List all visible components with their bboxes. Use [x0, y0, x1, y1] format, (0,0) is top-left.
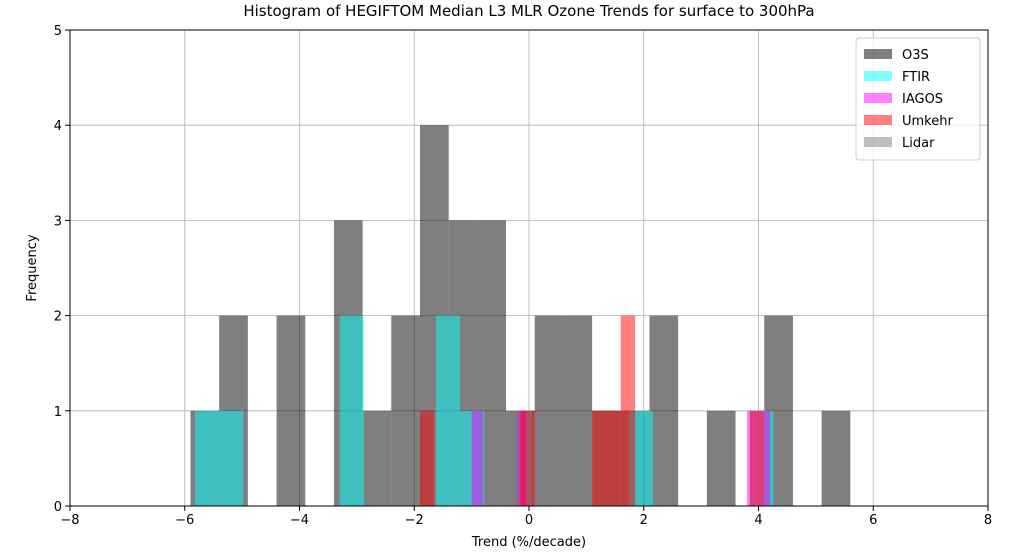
- y-axis-label: Frequency: [25, 234, 40, 301]
- legend-swatch: [864, 115, 892, 125]
- legend-swatch: [864, 71, 892, 81]
- bar: [339, 315, 364, 506]
- bar: [362, 410, 392, 506]
- legend-label: O3S: [902, 48, 929, 63]
- y-tick-label: 0: [54, 500, 62, 515]
- bar: [592, 410, 607, 506]
- bar: [649, 315, 679, 506]
- bar: [526, 410, 532, 506]
- legend-label: Lidar: [902, 136, 935, 151]
- bar: [706, 410, 736, 506]
- x-tick-label: 2: [640, 513, 648, 528]
- y-tick-label: 1: [54, 405, 62, 420]
- legend-box: [855, 37, 981, 161]
- bar: [276, 315, 306, 506]
- x-tick-label: −2: [405, 513, 424, 528]
- chart-title: Histogram of HEGIFTOM Median L3 MLR Ozon…: [243, 2, 814, 20]
- bar: [391, 315, 420, 506]
- bar: [821, 410, 851, 506]
- legend-label: FTIR: [902, 70, 930, 85]
- bar: [219, 410, 244, 506]
- bar: [563, 315, 593, 506]
- legend-swatch: [864, 137, 892, 147]
- bar: [534, 315, 564, 506]
- x-tick-label: 0: [525, 513, 533, 528]
- y-tick-label: 5: [54, 24, 62, 39]
- x-tick-label: 6: [869, 513, 877, 528]
- bar: [749, 410, 765, 506]
- x-tick-label: −4: [290, 513, 309, 528]
- legend-label: IAGOS: [902, 92, 943, 107]
- bar: [620, 315, 636, 506]
- y-tick-label: 4: [54, 119, 62, 134]
- x-tick-label: −8: [60, 513, 79, 528]
- legend-label: Umkehr: [902, 114, 953, 129]
- x-tick-label: 4: [754, 513, 762, 528]
- legend-swatch: [864, 93, 892, 103]
- y-tick-label: 3: [54, 214, 62, 229]
- legend-swatch: [864, 49, 892, 59]
- y-tick-label: 2: [54, 310, 62, 325]
- bar: [436, 315, 461, 506]
- x-axis-label: Trend (%/decade): [471, 535, 586, 550]
- bar: [471, 410, 484, 506]
- x-tick-label: −6: [175, 513, 194, 528]
- x-tick-label: 8: [984, 513, 992, 528]
- bar: [606, 410, 621, 506]
- bar: [419, 410, 435, 506]
- bar: [195, 410, 220, 506]
- legend: O3S FTIR IAGOS Umkehr Lidar: [855, 37, 981, 161]
- plot-frame: [69, 29, 989, 507]
